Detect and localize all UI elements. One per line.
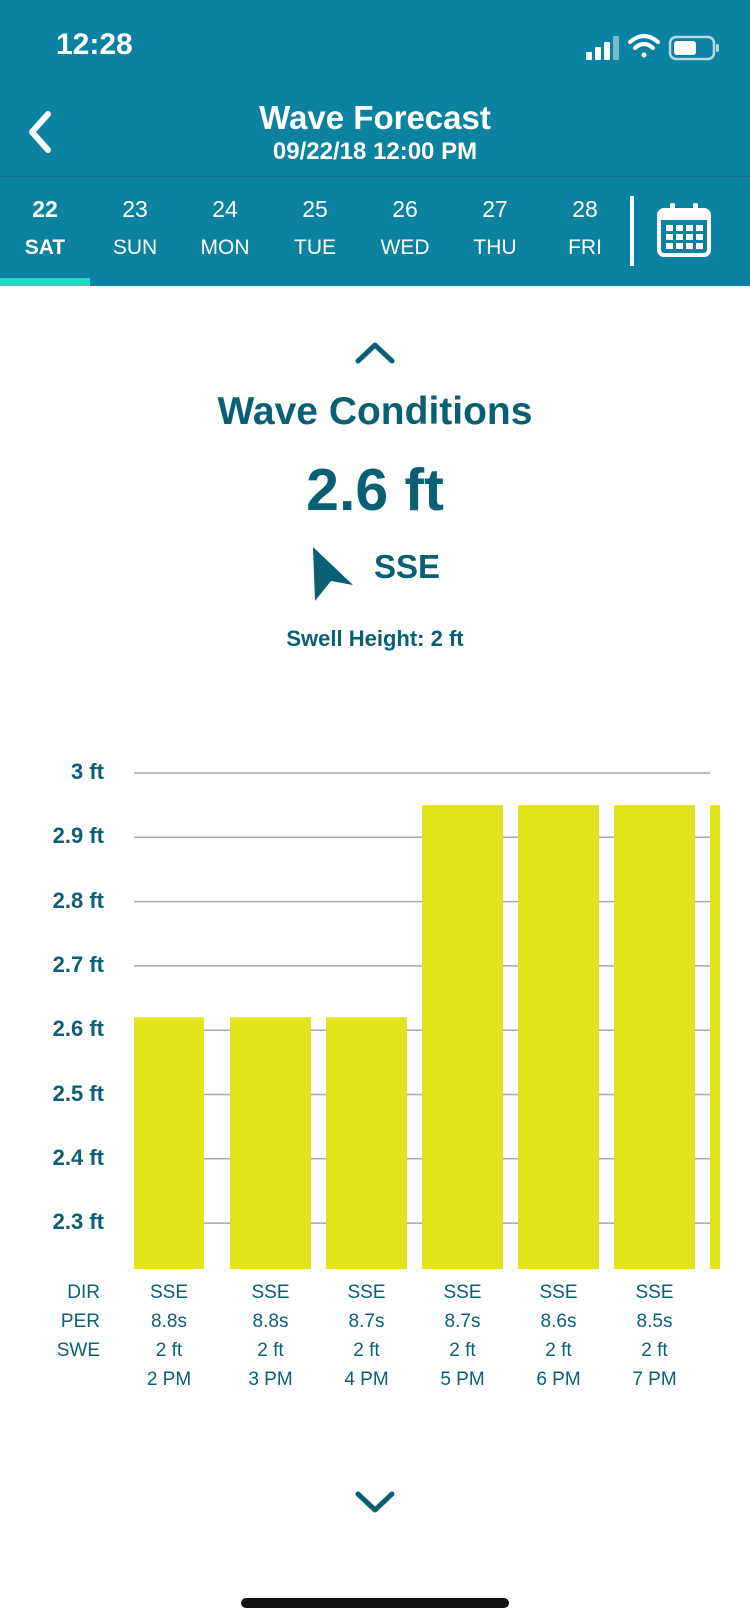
col-dir: SSE [635,1282,674,1303]
y-tick-label: 2.8 ft [52,887,104,913]
signal-icon [586,36,619,60]
wave-conditions-title: Wave Conditions [217,390,533,433]
top-bar [0,0,750,286]
col-time: 2 PM [146,1369,192,1390]
col-dir: SSE [539,1282,578,1303]
day-name: FRI [568,236,602,259]
y-tick-label: 2.9 ft [52,823,104,849]
page-subtitle: 09/22/18 12:00 PM [272,138,478,165]
selected-day-indicator [0,278,90,286]
wifi-icon [628,34,660,58]
day-number: 24 [212,196,238,222]
bar-7pm[interactable] [614,805,695,1269]
col-swe: 2 ft [155,1340,183,1361]
day-number: 26 [392,196,418,222]
day-name: WED [380,236,430,259]
calendar-icon[interactable] [657,202,711,258]
bar-partial-next [710,805,720,1269]
col-per: 8.7s [444,1311,481,1332]
col-time: 7 PM [632,1369,677,1390]
col-dir: SSE [443,1282,482,1303]
day-tab-sat[interactable]: 22 SAT [0,196,90,260]
day-tab-thu[interactable]: 27 THU [450,196,540,260]
day-name: SUN [112,236,158,259]
col-per: 8.5s [636,1311,673,1332]
chevron-up-icon[interactable] [352,337,398,367]
col-time: 6 PM [536,1369,581,1390]
day-name: MON [200,236,250,259]
day-tab-mon[interactable]: 24 MON [180,196,270,260]
col-per: 8.8s [252,1311,289,1332]
status-icons [586,34,719,61]
day-tab-sun[interactable]: 23 SUN [90,196,180,260]
col-dir: SSE [251,1282,290,1303]
y-tick-label: 3 ft [71,759,104,784]
col-swe: 2 ft [449,1340,476,1361]
day-number: 23 [122,196,148,222]
day-tab-fri[interactable]: 28 FRI [540,196,630,260]
col-per: 8.8s [151,1311,187,1332]
col-swe: 2 ft [641,1340,668,1361]
y-tick-label: 2.6 ft [52,1016,104,1042]
row-label-per: PER [60,1311,100,1332]
day-number: 27 [482,196,508,222]
bar-3pm[interactable] [230,1017,311,1269]
day-number: 28 [572,196,598,222]
day-name: SAT [24,236,66,259]
day-name: THU [473,236,517,259]
y-tick-label: 2.5 ft [52,1080,104,1106]
day-number: 22 [32,196,58,222]
col-time: 3 PM [248,1369,293,1390]
bar-2pm[interactable] [134,1017,204,1269]
y-tick-label: 2.3 ft [52,1209,104,1235]
day-number: 25 [302,196,328,222]
status-time: 12:28 [56,28,133,61]
bar-6pm[interactable] [518,805,599,1269]
row-label-swe: SWE [56,1340,100,1361]
bar-5pm[interactable] [422,805,503,1269]
calendar-separator [630,196,634,266]
col-swe: 2 ft [257,1340,284,1361]
wave-direction: SSE [374,548,441,585]
row-label-dir: DIR [67,1282,100,1303]
swell-height: Swell Height: 2 ft [286,626,464,651]
bar-4pm[interactable] [326,1017,407,1269]
col-per: 8.6s [540,1311,577,1332]
day-tab-wed[interactable]: 26 WED [360,196,450,260]
col-time: 4 PM [344,1369,389,1390]
direction-arrow-icon [313,547,353,601]
col-per: 8.7s [348,1311,385,1332]
header-divider [0,176,750,177]
back-chevron-icon[interactable] [18,104,62,160]
wave-height-value: 2.6 ft [306,457,444,523]
col-dir: SSE [347,1282,386,1303]
battery-icon [668,35,719,61]
day-tab-tue[interactable]: 25 TUE [270,196,360,260]
home-indicator [241,1598,509,1608]
col-swe: 2 ft [353,1340,380,1361]
y-tick-label: 2.7 ft [52,951,104,977]
col-time: 5 PM [440,1369,485,1390]
chevron-down-icon[interactable] [352,1488,398,1518]
col-swe: 2 ft [545,1340,572,1361]
page-title: Wave Forecast [259,99,491,136]
y-tick-label: 2.4 ft [52,1144,104,1170]
col-dir: SSE [149,1282,189,1303]
day-name: TUE [294,236,336,259]
